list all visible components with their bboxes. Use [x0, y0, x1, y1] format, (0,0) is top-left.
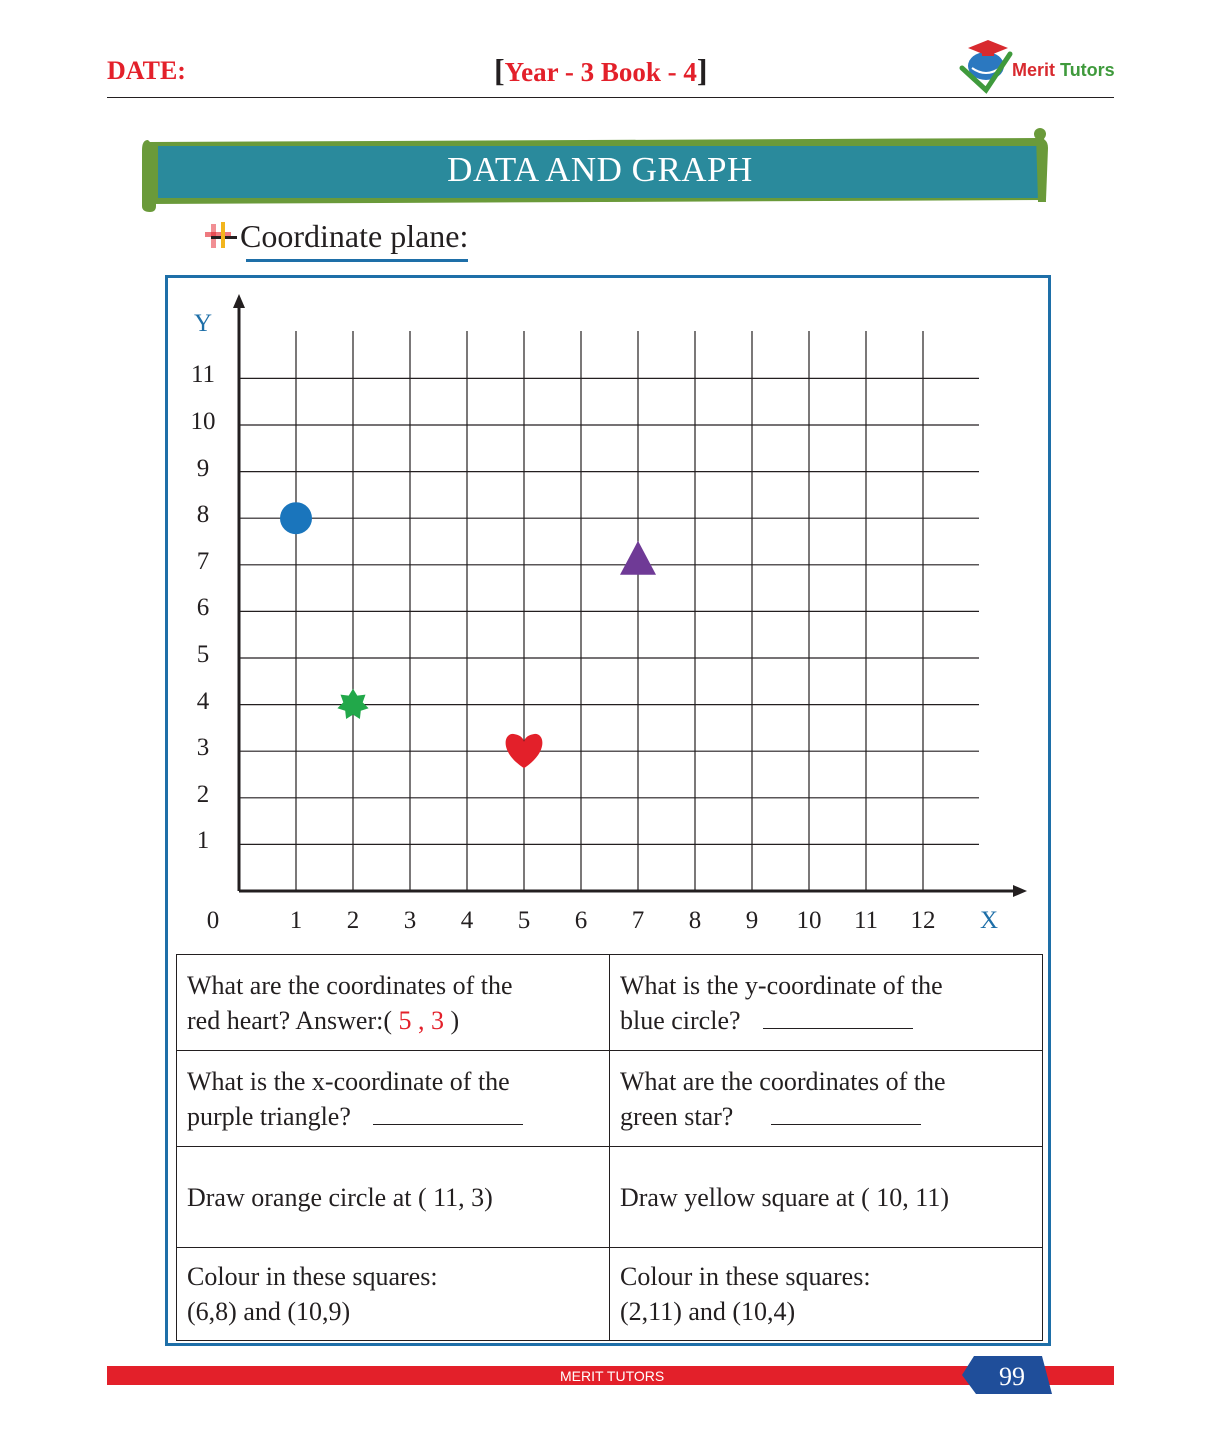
- logo-word-merit: Merit: [1012, 60, 1056, 80]
- x-axis-letter: X: [979, 907, 999, 934]
- question-blue-circle: What is the y-coordinate of the blue cir…: [609, 954, 1043, 1051]
- y-tick-label: 2: [196, 780, 210, 808]
- worksheet-frame: [165, 275, 1051, 1346]
- section-title-underline: [246, 259, 468, 262]
- page-number: 99: [999, 1362, 1025, 1391]
- axes: [233, 294, 1027, 897]
- answer-blank[interactable]: [771, 1102, 922, 1125]
- y-axis-arrow: [233, 294, 245, 308]
- task-orange-circle: Draw orange circle at ( 11, 3): [176, 1146, 610, 1248]
- y-tick-label: 5: [196, 641, 210, 668]
- question-text: What is the x-coordinate of the: [187, 1066, 510, 1096]
- footer-brand: MERIT TUTORS: [560, 1368, 665, 1384]
- y-tick-label: 4: [196, 687, 210, 715]
- question-purple-triangle: What is the x-coordinate of the purple t…: [176, 1050, 610, 1147]
- plot-marks: [280, 502, 656, 769]
- x-tick-label: 5: [517, 907, 531, 934]
- question-text: What are the coordinates of the: [620, 1066, 946, 1096]
- question-text: purple triangle?: [187, 1101, 351, 1131]
- task-yellow-square: Draw yellow square at ( 10, 11): [609, 1146, 1043, 1248]
- question-text: green star?: [620, 1101, 734, 1131]
- x-tick-label: 4: [460, 907, 474, 934]
- answer-blank[interactable]: [372, 1102, 523, 1125]
- x-tick-label: 2: [346, 907, 360, 934]
- grid-lines: [239, 331, 979, 891]
- answer-separator: ,: [418, 1005, 425, 1035]
- triangle-mark: [620, 540, 656, 575]
- task-text: Colour in these squares:: [620, 1262, 871, 1291]
- circle-mark: [280, 502, 312, 535]
- heart-mark: [505, 733, 543, 769]
- question-text: blue circle?: [620, 1005, 741, 1035]
- x-tick-label: 9: [745, 907, 759, 934]
- question-red-heart: What are the coordinates of the red hear…: [176, 954, 610, 1051]
- answer-close: ): [450, 1005, 460, 1035]
- bracket-open: [: [494, 52, 505, 88]
- origin-label: 0: [206, 907, 220, 934]
- book-label: [Year - 3 Book - 4]: [494, 52, 708, 89]
- questions-table: What are the coordinates of the red hear…: [176, 954, 1043, 1341]
- question-text: What are the coordinates of the: [187, 970, 513, 1000]
- bracket-close: ]: [696, 52, 708, 88]
- logo-word-tutors: Tutors: [1060, 60, 1115, 80]
- graduation-cap-globe-icon: [959, 40, 1013, 94]
- task-colour-squares-left: Colour in these squares: (6,8) and (10,9…: [176, 1247, 610, 1341]
- y-tick-label: 7: [196, 547, 210, 575]
- y-tick-label: 10: [190, 408, 216, 435]
- task-colour-squares-right: Colour in these squares: (2,11) and (10,…: [609, 1247, 1043, 1341]
- x-tick-label: 3: [403, 907, 417, 934]
- question-green-star: What are the coordinates of the green st…: [609, 1050, 1043, 1147]
- y-tick-label: 6: [196, 594, 210, 622]
- question-text: red heart? Answer:(: [187, 1005, 393, 1035]
- x-axis-arrow: [1013, 885, 1027, 897]
- answer-x: 5: [398, 1005, 412, 1035]
- y-tick-label: 9: [196, 454, 210, 482]
- footer-bar: [107, 1366, 1114, 1385]
- task-text: (2,11) and (10,4): [620, 1297, 796, 1326]
- y-axis-letter: Y: [193, 310, 213, 337]
- answer-blank[interactable]: [762, 1006, 913, 1029]
- title-banner: [142, 128, 1048, 212]
- date-label: DATE:: [107, 56, 186, 85]
- x-tick-label: 1: [289, 907, 303, 934]
- book-title: Year - 3 Book - 4: [504, 57, 697, 87]
- answer-y: 3: [431, 1005, 445, 1035]
- task-text: Colour in these squares:: [187, 1262, 438, 1291]
- logo-text: Merit Tutors: [1012, 60, 1115, 81]
- x-tick-label: 12: [910, 907, 936, 934]
- header-rule: [107, 97, 1114, 98]
- star-mark: [337, 688, 369, 719]
- x-tick-label: 11: [853, 907, 879, 934]
- x-tick-label: 10: [796, 907, 822, 934]
- page-number-tab: [962, 1356, 1052, 1394]
- question-text: What is the y-coordinate of the: [620, 970, 943, 1000]
- x-tick-label: 7: [631, 907, 645, 934]
- y-tick-label: 3: [196, 734, 210, 762]
- x-tick-label: 8: [688, 907, 702, 934]
- y-tick-label: 11: [190, 361, 216, 389]
- y-tick-label: 1: [196, 827, 210, 855]
- coordinate-grid: [233, 294, 1027, 897]
- x-tick-label: 6: [574, 907, 588, 934]
- section-title: Coordinate plane:: [240, 218, 469, 254]
- y-tick-label: 8: [196, 501, 210, 529]
- task-text: (6,8) and (10,9): [187, 1297, 351, 1326]
- cross-bullet-icon: [205, 222, 237, 248]
- banner-title: DATA AND GRAPH: [447, 150, 753, 189]
